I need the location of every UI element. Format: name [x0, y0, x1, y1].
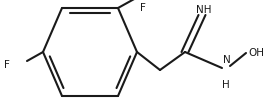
Text: NH: NH	[196, 5, 212, 15]
Text: H: H	[222, 80, 230, 90]
Text: F: F	[4, 60, 10, 70]
Text: N: N	[223, 55, 231, 65]
Text: OH: OH	[248, 48, 264, 58]
Text: F: F	[140, 3, 146, 13]
